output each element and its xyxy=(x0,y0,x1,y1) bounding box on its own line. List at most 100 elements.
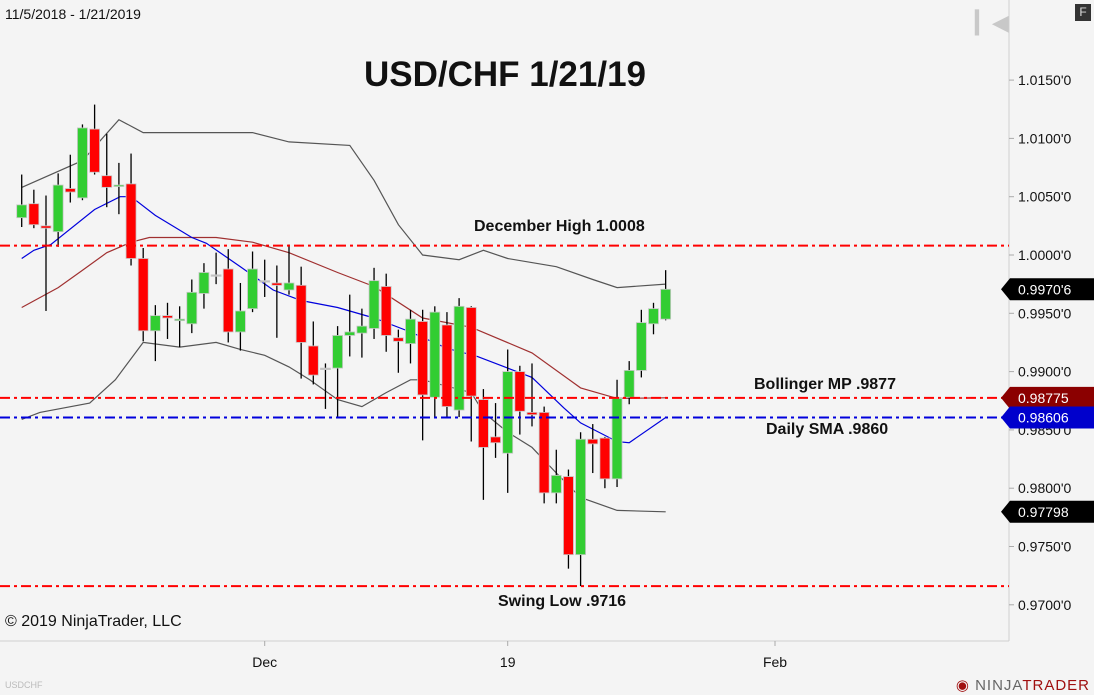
candle xyxy=(441,312,453,418)
date-range: 11/5/2018 - 1/21/2019 xyxy=(5,6,141,22)
y-tick-label: 1.0100'0 xyxy=(1018,130,1071,146)
logo-text-2: TRADER xyxy=(1022,677,1090,694)
candle xyxy=(64,154,76,203)
candle-body xyxy=(210,274,222,277)
candle-body xyxy=(648,308,659,325)
candle xyxy=(52,173,64,247)
annotation-swing-low: Swing Low .9716 xyxy=(498,593,627,610)
candle xyxy=(648,302,659,335)
candle xyxy=(28,189,40,229)
price-marker xyxy=(1001,406,1094,429)
candle-body xyxy=(101,175,113,188)
candle xyxy=(125,153,137,266)
candle xyxy=(611,379,623,488)
candle-body xyxy=(635,322,647,371)
candle-body xyxy=(623,370,635,398)
candle xyxy=(320,363,331,409)
candle-body xyxy=(271,282,283,286)
candle-body xyxy=(259,280,271,283)
candle xyxy=(40,195,52,311)
x-tick-label: Dec xyxy=(252,654,277,670)
annotation-daily-sma: Daily SMA .9860 xyxy=(766,421,889,438)
candle xyxy=(149,305,161,362)
candle-body xyxy=(186,291,198,325)
candle xyxy=(271,265,283,338)
candle-body xyxy=(344,331,356,336)
sma-line xyxy=(21,196,667,444)
candle-body xyxy=(198,272,210,294)
candle-body xyxy=(502,371,514,454)
candle-body xyxy=(77,127,88,199)
candle xyxy=(526,363,538,427)
price-marker xyxy=(1001,500,1094,523)
ninjatrader-logo: ◉ NINJATRADER xyxy=(955,677,1090,694)
candle xyxy=(635,309,647,378)
candle xyxy=(563,469,574,569)
bollinger-lower-line xyxy=(21,341,666,513)
candle-body xyxy=(526,412,538,416)
candle-body xyxy=(563,476,574,556)
candle xyxy=(514,365,526,435)
y-tick-label: 0.9750'0 xyxy=(1018,539,1071,555)
candle-body xyxy=(587,438,599,445)
y-tick-label: 1.0000'0 xyxy=(1018,247,1071,263)
candle-body xyxy=(137,258,149,332)
candle xyxy=(550,449,562,504)
candle xyxy=(477,389,489,500)
price-marker xyxy=(1001,278,1094,301)
candle xyxy=(599,436,611,489)
candle-body xyxy=(247,268,258,310)
x-tick-label: Feb xyxy=(763,654,787,670)
candle xyxy=(490,403,501,458)
candle xyxy=(295,266,307,379)
candle xyxy=(16,174,28,228)
bollinger-upper-line xyxy=(21,118,666,289)
candle-body xyxy=(429,311,441,398)
candle-body xyxy=(380,286,392,336)
annotation-bollinger-mp: Bollinger MP .9877 xyxy=(754,376,896,393)
candle xyxy=(174,306,186,348)
candle xyxy=(453,298,465,418)
bollinger-mid-line xyxy=(21,236,666,400)
candle-body xyxy=(320,367,331,371)
candle-body xyxy=(149,315,161,332)
candle-body xyxy=(64,188,76,193)
candle xyxy=(234,282,246,351)
candle-body xyxy=(392,337,404,342)
candle-body xyxy=(477,399,489,448)
price-marker-label: 0.98606 xyxy=(1018,410,1069,426)
candle-body xyxy=(417,321,429,396)
candle-body xyxy=(465,307,477,397)
candle xyxy=(465,306,477,442)
candle xyxy=(405,309,416,364)
candle-body xyxy=(40,225,52,229)
candle-body xyxy=(611,398,623,480)
candle xyxy=(162,302,173,339)
y-tick-label: 0.9700'0 xyxy=(1018,597,1071,613)
candle xyxy=(587,424,599,474)
candle-body xyxy=(174,318,186,322)
candle-body xyxy=(441,324,453,407)
candle xyxy=(356,308,368,358)
candle xyxy=(113,162,125,215)
candle-body xyxy=(368,280,380,329)
candle-body xyxy=(89,128,100,173)
price-marker-label: 0.9970'6 xyxy=(1018,281,1071,297)
price-marker-label: 0.98775 xyxy=(1018,390,1069,406)
candle xyxy=(247,251,258,313)
candle-body xyxy=(405,318,416,345)
candle-body xyxy=(575,438,586,556)
price-marker xyxy=(1001,386,1094,409)
scroll-to-start-icon[interactable]: ▎◀ xyxy=(975,10,1009,35)
candle-body xyxy=(332,335,344,369)
candle-body xyxy=(356,325,368,334)
candle-body xyxy=(660,288,672,320)
candle xyxy=(89,104,100,175)
f-button[interactable]: F xyxy=(1075,4,1091,21)
candle-body xyxy=(162,315,173,319)
y-tick-label: 1.0150'0 xyxy=(1018,72,1071,88)
candle xyxy=(417,309,429,441)
candle-body xyxy=(234,310,246,333)
copyright: © 2019 NinjaTrader, LLC xyxy=(5,613,182,630)
candle xyxy=(623,361,635,405)
